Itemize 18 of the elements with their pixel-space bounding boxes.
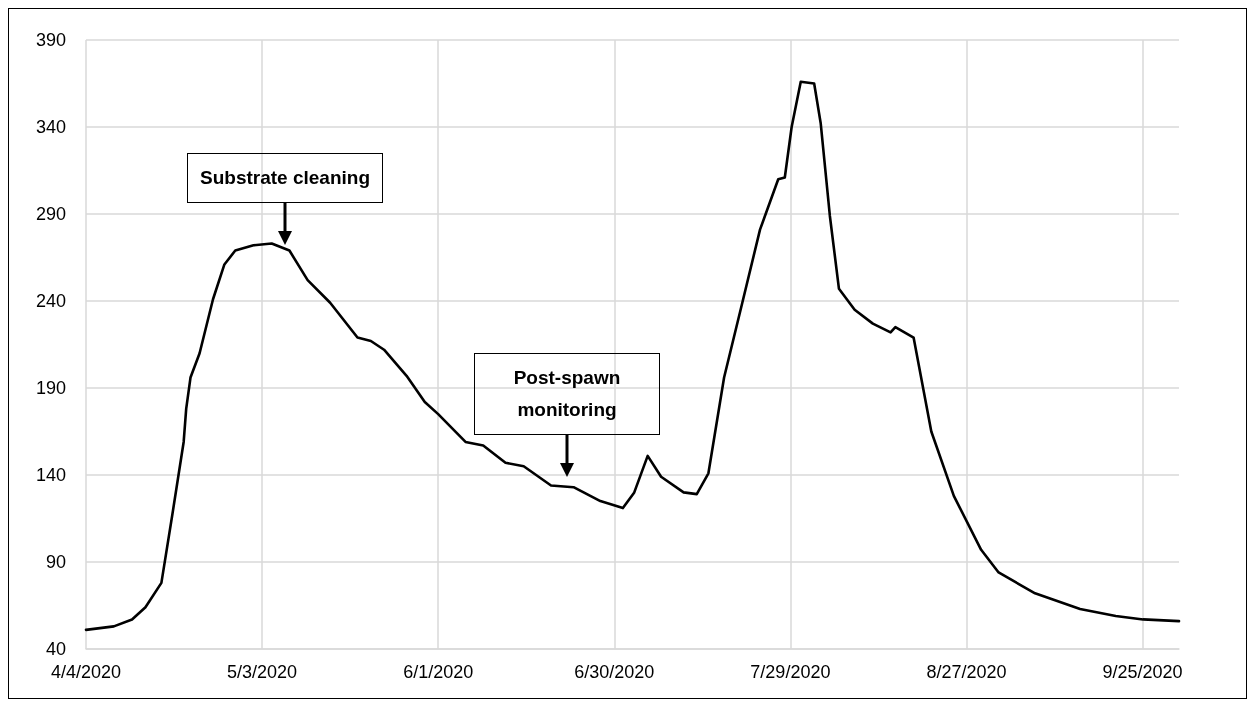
x-tick-label: 8/27/2020 [926, 662, 1007, 682]
y-tick-label: 190 [35, 378, 66, 398]
x-tick-label: 7/29/2020 [750, 662, 831, 682]
y-tick-label: 240 [35, 291, 66, 311]
x-tick-label: 5/3/2020 [227, 662, 298, 682]
y-tick-label: 290 [35, 204, 66, 224]
y-tick-label: 140 [35, 465, 66, 485]
y-tick-label: 40 [45, 639, 66, 659]
x-tick-label: 9/25/2020 [1102, 662, 1183, 682]
line-series [84, 80, 1181, 632]
annotation: Substrate cleaning [187, 153, 383, 203]
y-tick-label: 390 [35, 30, 66, 50]
y-tick-label: 340 [35, 117, 66, 137]
x-tick-label: 4/4/2020 [50, 662, 122, 682]
annotation: Post-spawn monitoring [474, 353, 660, 435]
x-tick-label: 6/30/2020 [574, 662, 655, 682]
x-tick-label: 6/1/2020 [403, 662, 474, 682]
y-tick-label: 90 [45, 552, 66, 572]
